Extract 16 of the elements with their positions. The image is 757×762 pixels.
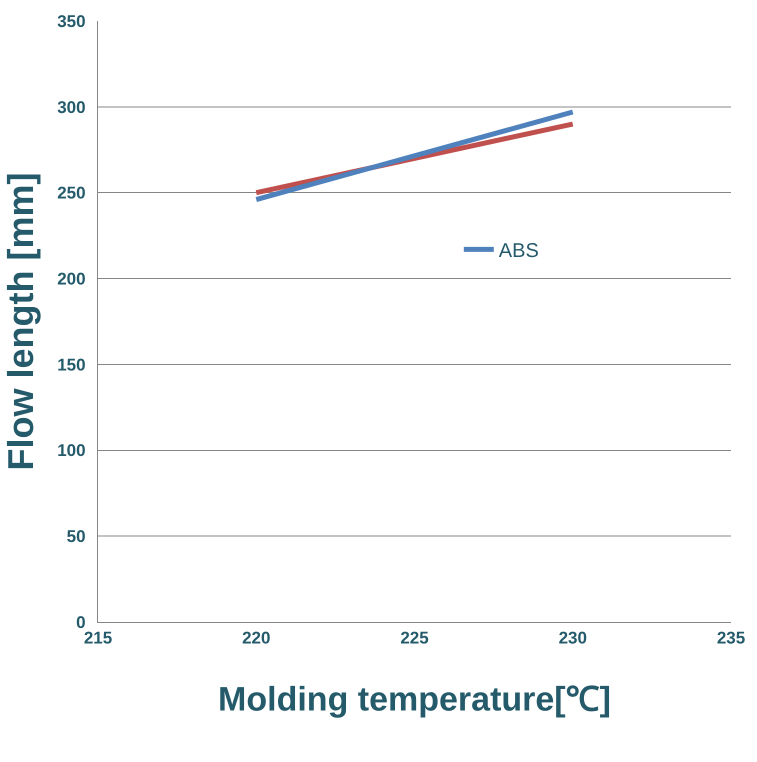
y-tick-label: 150 [57, 355, 86, 374]
y-tick-label: 300 [57, 98, 86, 117]
x-axis-title: Molding temperature[℃] [218, 680, 611, 719]
y-tick-label: 350 [57, 12, 86, 31]
y-tick-label: 100 [57, 441, 86, 460]
legend-label: ABS [498, 240, 539, 262]
y-tick-label: 50 [66, 527, 86, 546]
x-tick-label: 230 [558, 628, 587, 648]
x-tick-label: 220 [242, 628, 270, 648]
x-tick-label: 235 [716, 628, 746, 648]
x-tick-label: 215 [84, 628, 112, 648]
y-axis-title: Flow length [mm] [0, 172, 41, 470]
x-tick-label: 225 [400, 628, 429, 648]
y-tick-label: 200 [57, 270, 86, 289]
y-tick-label: 0 [76, 612, 86, 632]
y-tick-label: 250 [57, 184, 86, 203]
